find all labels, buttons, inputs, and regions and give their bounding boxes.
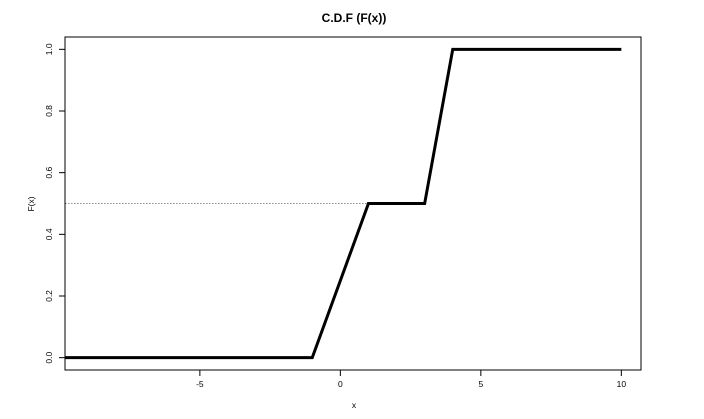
y-axis-label: F(x) [26, 196, 36, 211]
y-tick-label: 1.0 [44, 43, 54, 55]
y-tick-label: 0.8 [44, 105, 54, 117]
y-tick-label: 0.0 [44, 351, 54, 363]
plot-box [64, 36, 642, 371]
cdf-series [65, 47, 622, 360]
x-axis-label: x [352, 400, 357, 410]
x-tick-label: 0 [338, 379, 343, 389]
x-tick-label: 10 [617, 379, 627, 389]
x-tick-label: 5 [478, 379, 483, 389]
x-axis: -5 0 5 10 [196, 370, 626, 389]
y-tick-label: 0.4 [44, 228, 54, 240]
y-tick-label: 0.6 [44, 166, 54, 178]
y-tick-label: 0.2 [44, 290, 54, 302]
y-axis: 0.0 0.2 0.4 0.6 0.8 1.0 [44, 43, 65, 364]
x-tick-label: -5 [196, 379, 204, 389]
cdf-line [65, 47, 622, 360]
chart-title: C.D.F (F(x)) [322, 11, 387, 25]
